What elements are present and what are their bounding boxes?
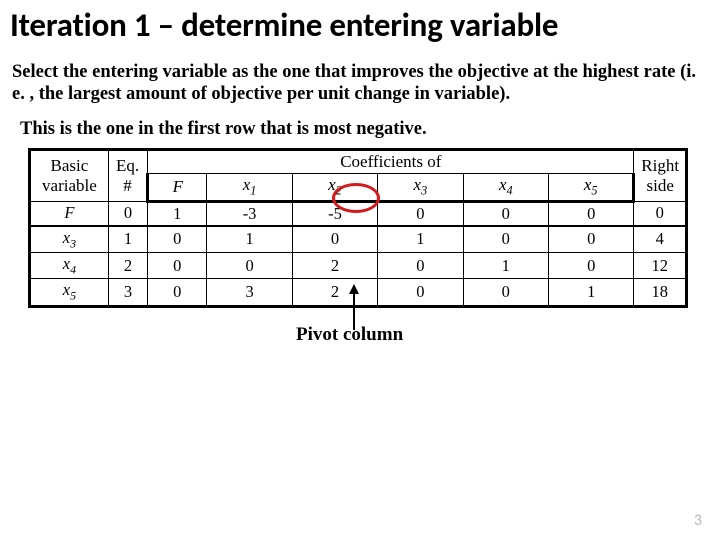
cell-x4: 1 [463,253,548,279]
slide: Iteration 1 – determine entering variabl… [0,0,720,540]
cell-eq: 1 [108,226,147,253]
cell-bv: x3 [30,226,109,253]
cell-bv: F [30,201,109,226]
cell-x4: 0 [463,226,548,253]
col-eq-number: Eq. # [108,150,147,201]
cell-x5: 1 [548,279,633,306]
cell-x4: 0 [463,279,548,306]
col-x1: x1 [207,174,292,201]
cell-x4: 0 [463,201,548,226]
cell-bv: x4 [30,253,109,279]
cell-x1: 0 [207,253,292,279]
cell-x5: 0 [548,201,633,226]
cell-x3: 0 [378,279,463,306]
cell-x1: 1 [207,226,292,253]
cell-F: 0 [148,253,207,279]
simplex-table-region: Basic variable Eq. # Coefficients of Rig… [28,148,688,307]
cell-eq: 3 [108,279,147,306]
col-basic-variable: Basic variable [30,150,109,201]
cell-rhs: 0 [634,201,687,226]
cell-x2: 2 [292,253,377,279]
cell-x3: 1 [378,226,463,253]
cell-x2: 0 [292,226,377,253]
table-header-row-1: Basic variable Eq. # Coefficients of Rig… [30,150,687,174]
cell-x5: 0 [548,226,633,253]
table-row: x5 3 0 3 2 0 0 1 18 [30,279,687,306]
cell-x5: 0 [548,253,633,279]
cell-rhs: 18 [634,279,687,306]
table-row: F 0 1 -3 -5 0 0 0 0 [30,201,687,226]
table-row: x4 2 0 0 2 0 1 0 12 [30,253,687,279]
table-row: x3 1 0 1 0 1 0 0 4 [30,226,687,253]
cell-x2: 2 [292,279,377,306]
col-x5: x5 [548,174,633,201]
cell-F: 1 [148,201,207,226]
slide-title: Iteration 1 – determine entering variabl… [10,8,706,43]
cell-rhs: 4 [634,226,687,253]
col-coefficients-span: Coefficients of [148,150,634,174]
cell-bv: x5 [30,279,109,306]
cell-x2: -5 [292,201,377,226]
pivot-column-label: Pivot column [296,324,403,346]
cell-rhs: 12 [634,253,687,279]
cell-eq: 2 [108,253,147,279]
col-x2: x2 [292,174,377,201]
paragraph-rule: This is the one in the first row that is… [20,118,700,141]
col-x3: x3 [378,174,463,201]
cell-F: 0 [148,226,207,253]
cell-F: 0 [148,279,207,306]
cell-x3: 0 [378,253,463,279]
page-number: 3 [694,511,702,530]
cell-x1: -3 [207,201,292,226]
simplex-table: Basic variable Eq. # Coefficients of Rig… [28,148,688,307]
col-right-side: Right side [634,150,687,201]
paragraph-criteria: Select the entering variable as the one … [12,61,700,106]
cell-x1: 3 [207,279,292,306]
col-x4: x4 [463,174,548,201]
cell-eq: 0 [108,201,147,226]
col-F: F [148,174,207,201]
cell-x3: 0 [378,201,463,226]
